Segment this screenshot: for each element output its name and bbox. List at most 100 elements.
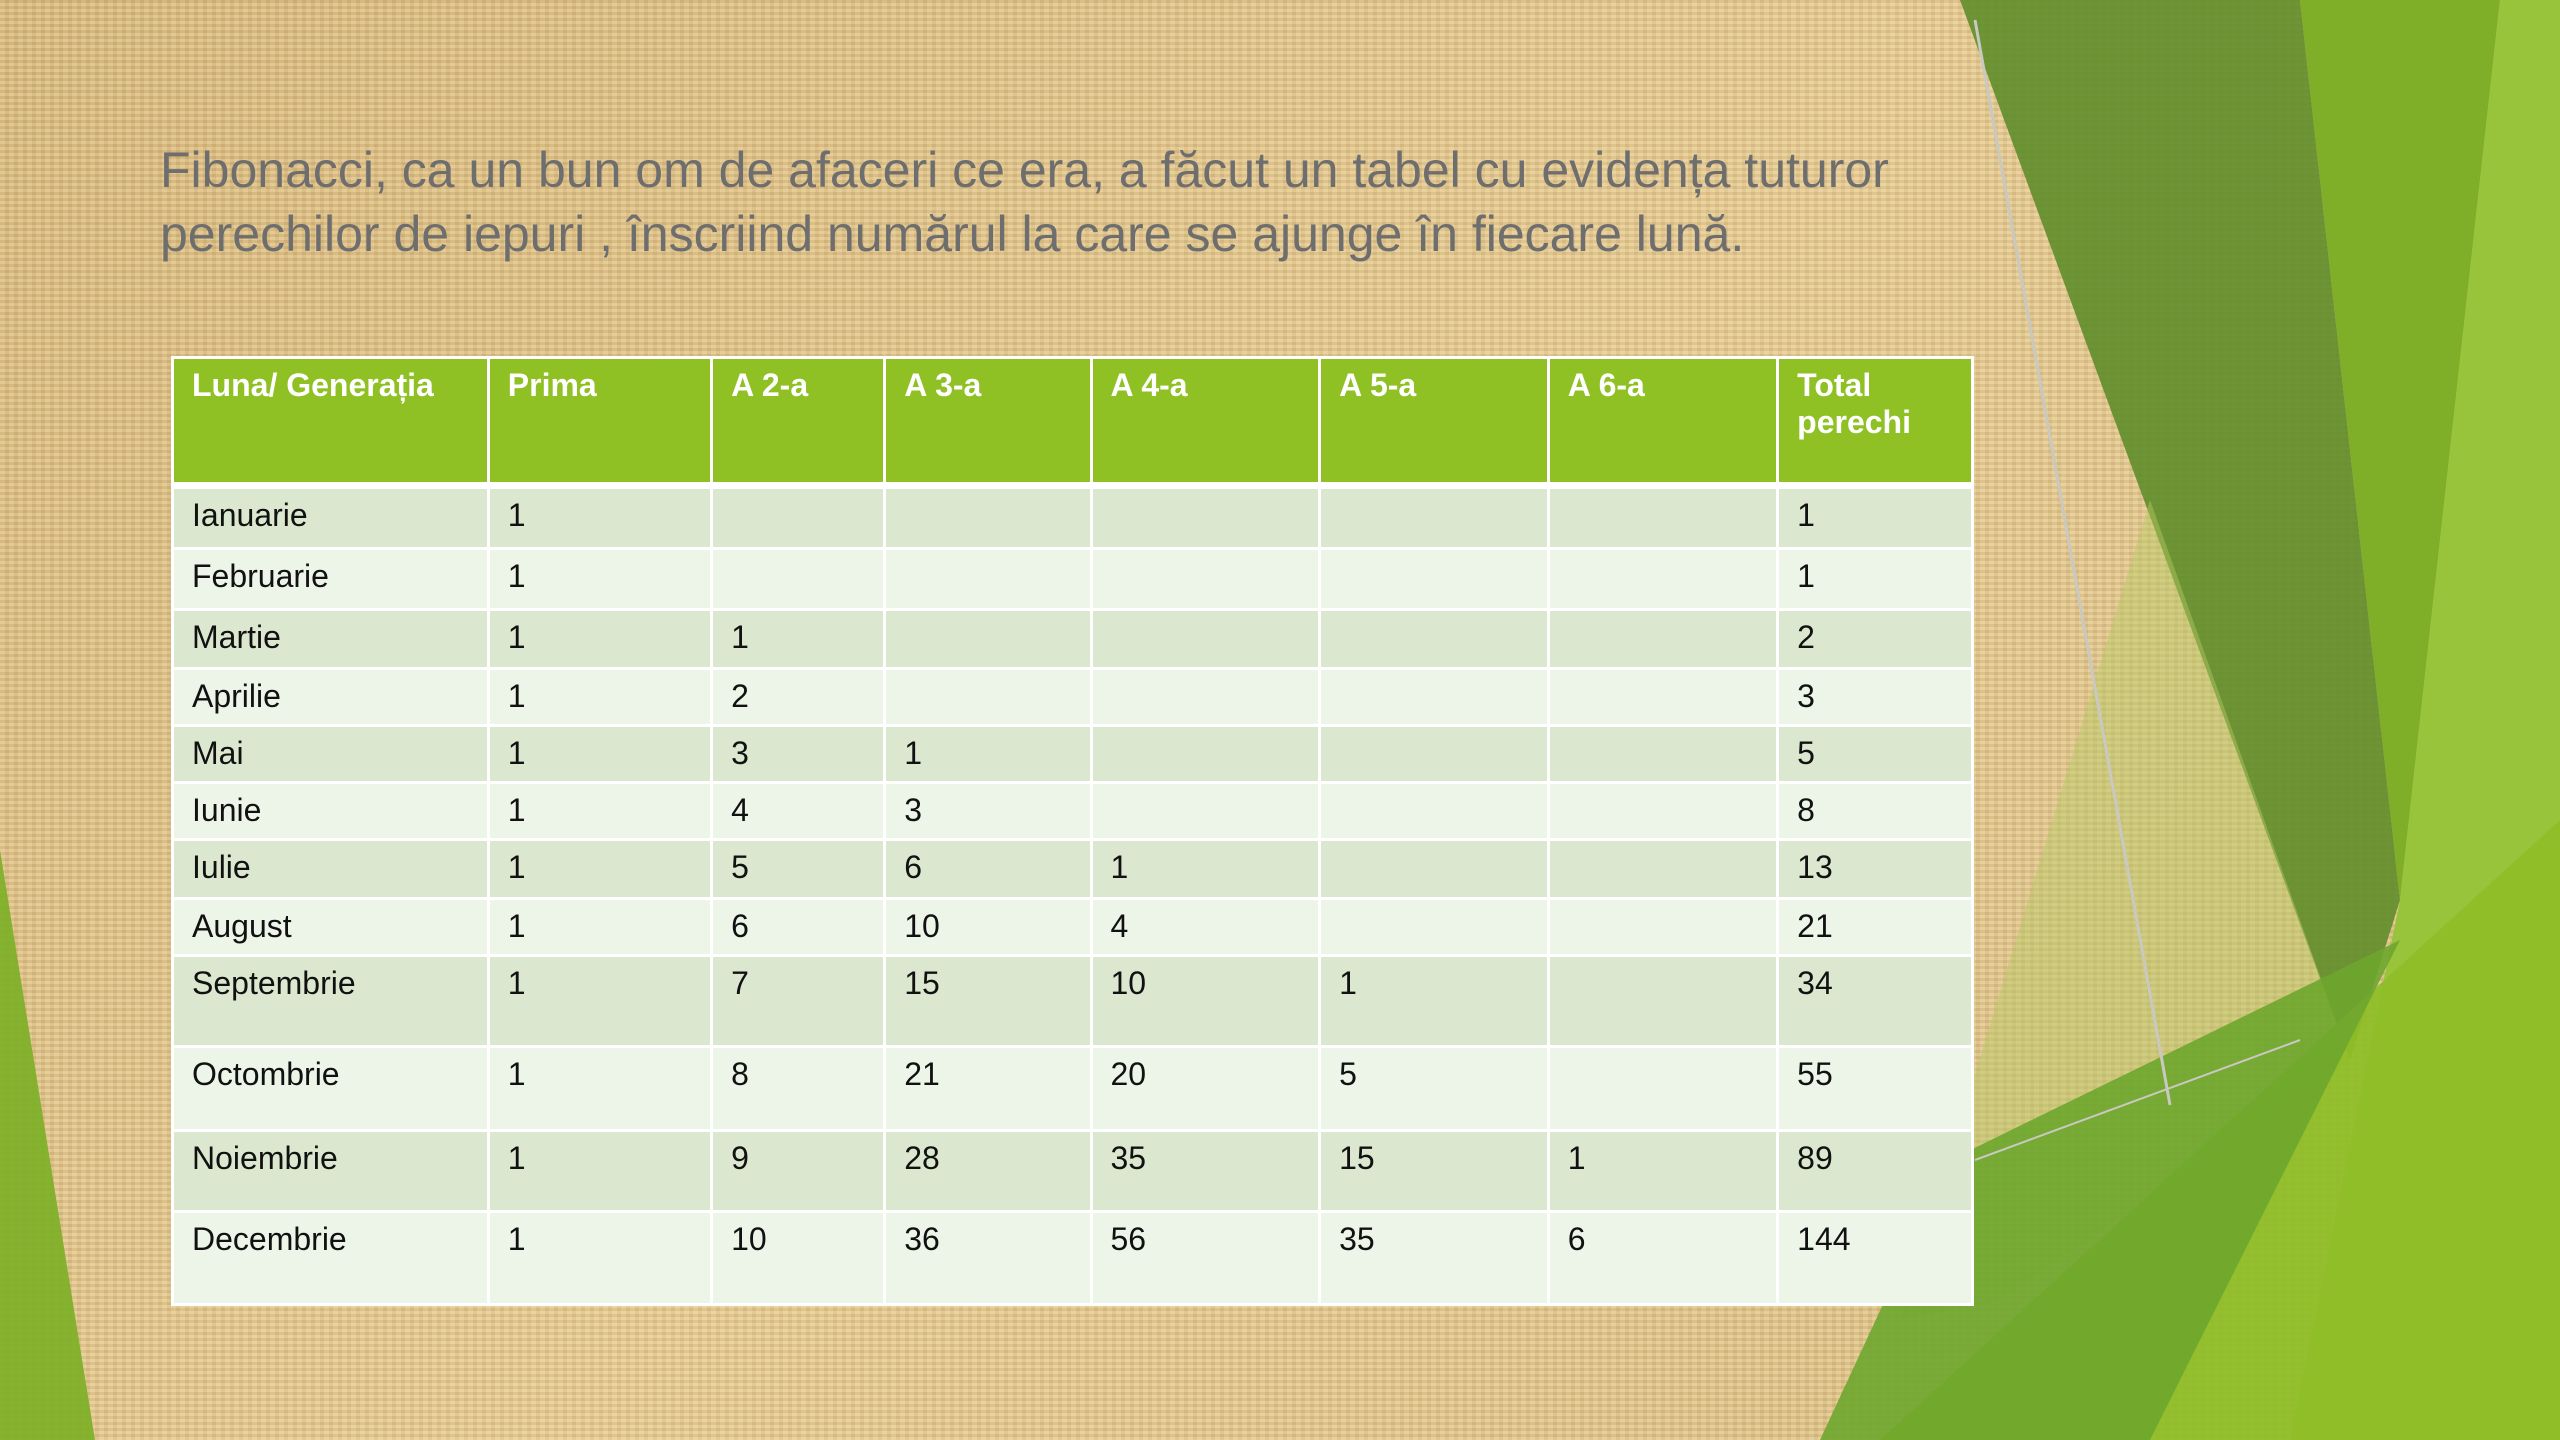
table-cell <box>1318 897 1550 957</box>
table-cell: 34 <box>1776 954 1974 1048</box>
table-row: Noiembrie 1 9 28 35 15 1 89 <box>171 1129 1974 1213</box>
table-cell: Martie <box>171 608 490 670</box>
column-header: Prima <box>486 356 714 489</box>
table-cell: Iulie <box>171 838 490 900</box>
table-cell <box>1546 1045 1780 1132</box>
table-cell <box>1318 547 1550 611</box>
table-cell: 8 <box>710 1045 887 1132</box>
table-cell: 7 <box>710 954 887 1048</box>
table-cell <box>1089 547 1322 611</box>
table-cell <box>1089 781 1322 841</box>
table-cell: 1 <box>486 781 714 841</box>
table-row: Iunie 1 4 3 8 <box>171 781 1974 841</box>
column-header: A 6-a <box>1546 356 1780 489</box>
table-cell: 2 <box>1776 608 1974 670</box>
table-cell: 89 <box>1776 1129 1974 1213</box>
table-cell: 5 <box>1318 1045 1550 1132</box>
table-cell: 1 <box>486 1129 714 1213</box>
table-cell: 3 <box>1776 667 1974 727</box>
table-cell <box>1546 547 1780 611</box>
table-row: Aprilie 1 2 3 <box>171 667 1974 727</box>
table-cell: 1 <box>1776 547 1974 611</box>
table-cell: 3 <box>710 724 887 784</box>
table-cell: 2 <box>710 667 887 727</box>
slide-title: Fibonacci, ca un bun om de afaceri ce er… <box>160 142 1889 262</box>
table-cell: Mai <box>171 724 490 784</box>
table-cell: 28 <box>883 1129 1093 1213</box>
table-cell: 1 <box>486 608 714 670</box>
table-cell <box>1318 667 1550 727</box>
table-cell: 1 <box>486 1210 714 1306</box>
column-header: A 3-a <box>883 356 1093 489</box>
table-cell: 6 <box>710 897 887 957</box>
table-cell: 5 <box>1776 724 1974 784</box>
table-cell: 1 <box>1318 954 1550 1048</box>
table-cell <box>710 547 887 611</box>
table-cell: Octombrie <box>171 1045 490 1132</box>
table-cell: Ianuarie <box>171 484 490 550</box>
table-cell: 21 <box>1776 897 1974 957</box>
table-cell <box>1546 954 1780 1048</box>
table-row: Iulie 1 5 6 1 13 <box>171 838 1974 900</box>
table-cell: 36 <box>883 1210 1093 1306</box>
table-cell: Aprilie <box>171 667 490 727</box>
fibonacci-table: Luna/ Generația Prima A 2-a A 3-a A 4-a A 5-a… <box>171 356 1974 1306</box>
table-cell <box>1318 838 1550 900</box>
table-row: Mai 1 3 1 5 <box>171 724 1974 784</box>
table-cell: 35 <box>1318 1210 1550 1306</box>
table-cell <box>1546 667 1780 727</box>
table-cell: 1 <box>1546 1129 1780 1213</box>
table-cell <box>1318 484 1550 550</box>
table-cell <box>710 484 887 550</box>
table-cell <box>1546 608 1780 670</box>
table-cell: 10 <box>883 897 1093 957</box>
column-header: A 2-a <box>710 356 887 489</box>
table-cell: 1 <box>486 897 714 957</box>
table-cell: 13 <box>1776 838 1974 900</box>
table-cell <box>1546 897 1780 957</box>
table-cell: 1 <box>1089 838 1322 900</box>
table-cell: 15 <box>883 954 1093 1048</box>
table-cell: 35 <box>1089 1129 1322 1213</box>
table-cell <box>883 484 1093 550</box>
table-cell: 1 <box>486 667 714 727</box>
table-cell <box>883 667 1093 727</box>
table-cell: 4 <box>1089 897 1322 957</box>
table-cell: 20 <box>1089 1045 1322 1132</box>
table-cell: 1 <box>486 954 714 1048</box>
table-cell <box>883 547 1093 611</box>
table-cell: 1 <box>486 547 714 611</box>
table-cell <box>1089 608 1322 670</box>
table-cell: 5 <box>710 838 887 900</box>
table-cell: 10 <box>1089 954 1322 1048</box>
table-cell <box>1089 484 1322 550</box>
table-cell: 6 <box>883 838 1093 900</box>
table-cell: Iunie <box>171 781 490 841</box>
column-header: Total perechi <box>1776 356 1974 489</box>
table-cell: 1 <box>883 724 1093 784</box>
table-cell: 10 <box>710 1210 887 1306</box>
table-cell <box>1546 484 1780 550</box>
table-cell: 4 <box>710 781 887 841</box>
column-header: A 4-a <box>1089 356 1322 489</box>
table-cell: 15 <box>1318 1129 1550 1213</box>
table-cell <box>1546 838 1780 900</box>
table-row: August 1 6 10 4 21 <box>171 897 1974 957</box>
table-cell: 8 <box>1776 781 1974 841</box>
table-cell <box>1546 781 1780 841</box>
table-cell: 56 <box>1089 1210 1322 1306</box>
table-cell <box>1089 667 1322 727</box>
table-row: Ianuarie 1 1 <box>171 484 1974 550</box>
table-cell: 1 <box>710 608 887 670</box>
column-header: Luna/ Generația <box>171 356 490 489</box>
table-cell: 1 <box>1776 484 1974 550</box>
table-cell: Februarie <box>171 547 490 611</box>
table-row: Octombrie 1 8 21 20 5 55 <box>171 1045 1974 1132</box>
table-cell: Noiembrie <box>171 1129 490 1213</box>
table-cell: 1 <box>486 1045 714 1132</box>
table-cell <box>1089 724 1322 784</box>
table-cell: 55 <box>1776 1045 1974 1132</box>
table-cell: Decembrie <box>171 1210 490 1306</box>
table-cell: 6 <box>1546 1210 1780 1306</box>
